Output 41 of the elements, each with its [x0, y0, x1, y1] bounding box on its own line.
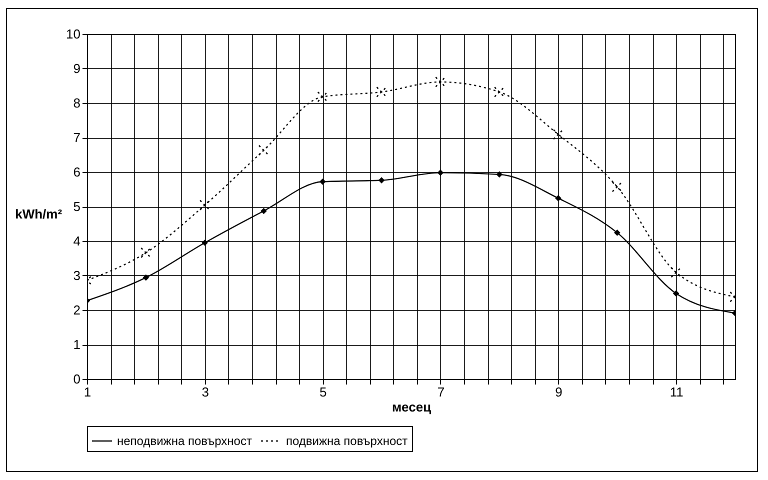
- x-tick-label: 1: [84, 384, 92, 400]
- point: [670, 267, 682, 278]
- x-tick-label: 9: [555, 384, 562, 400]
- point: [672, 290, 680, 297]
- point: [202, 240, 208, 246]
- y-tick-label: 8: [73, 96, 80, 110]
- point: [494, 86, 505, 98]
- point: [199, 200, 210, 211]
- y-tick-label: 7: [73, 130, 80, 145]
- point: [319, 178, 326, 185]
- point: [378, 177, 385, 184]
- point: [552, 129, 564, 140]
- legend-label: неподвижна повърхност: [117, 434, 252, 448]
- y-tick-label: 4: [73, 234, 80, 248]
- y-tick-label: 3: [73, 268, 80, 283]
- y-tick-label: 6: [73, 164, 80, 180]
- point: [614, 230, 620, 236]
- x-tick-label: 3: [202, 384, 209, 400]
- y-tick-label: 9: [73, 61, 80, 76]
- point: [140, 247, 152, 258]
- point: [376, 86, 387, 98]
- y-tick-label: 2: [73, 302, 80, 318]
- x-tick-label: 5: [320, 384, 327, 400]
- x-axis-title: месец: [392, 400, 432, 414]
- point: [258, 144, 270, 156]
- y-tick-label: 0: [73, 372, 80, 386]
- y-tick-label: 10: [66, 26, 80, 42]
- point: [437, 170, 444, 176]
- x-tick-label: 11: [670, 384, 684, 400]
- x-tick-label: 7: [437, 384, 445, 400]
- point: [317, 91, 328, 102]
- point: [496, 171, 503, 178]
- point: [260, 208, 267, 214]
- y-axis-title: kWh/m²: [15, 206, 63, 222]
- y-tick-label: 1: [73, 337, 80, 352]
- point: [612, 181, 623, 192]
- point: [142, 274, 150, 281]
- y-tick-label: 5: [73, 199, 80, 214]
- point: [555, 195, 562, 202]
- legend-label: подвижна повърхност: [286, 434, 408, 448]
- point: [435, 76, 446, 88]
